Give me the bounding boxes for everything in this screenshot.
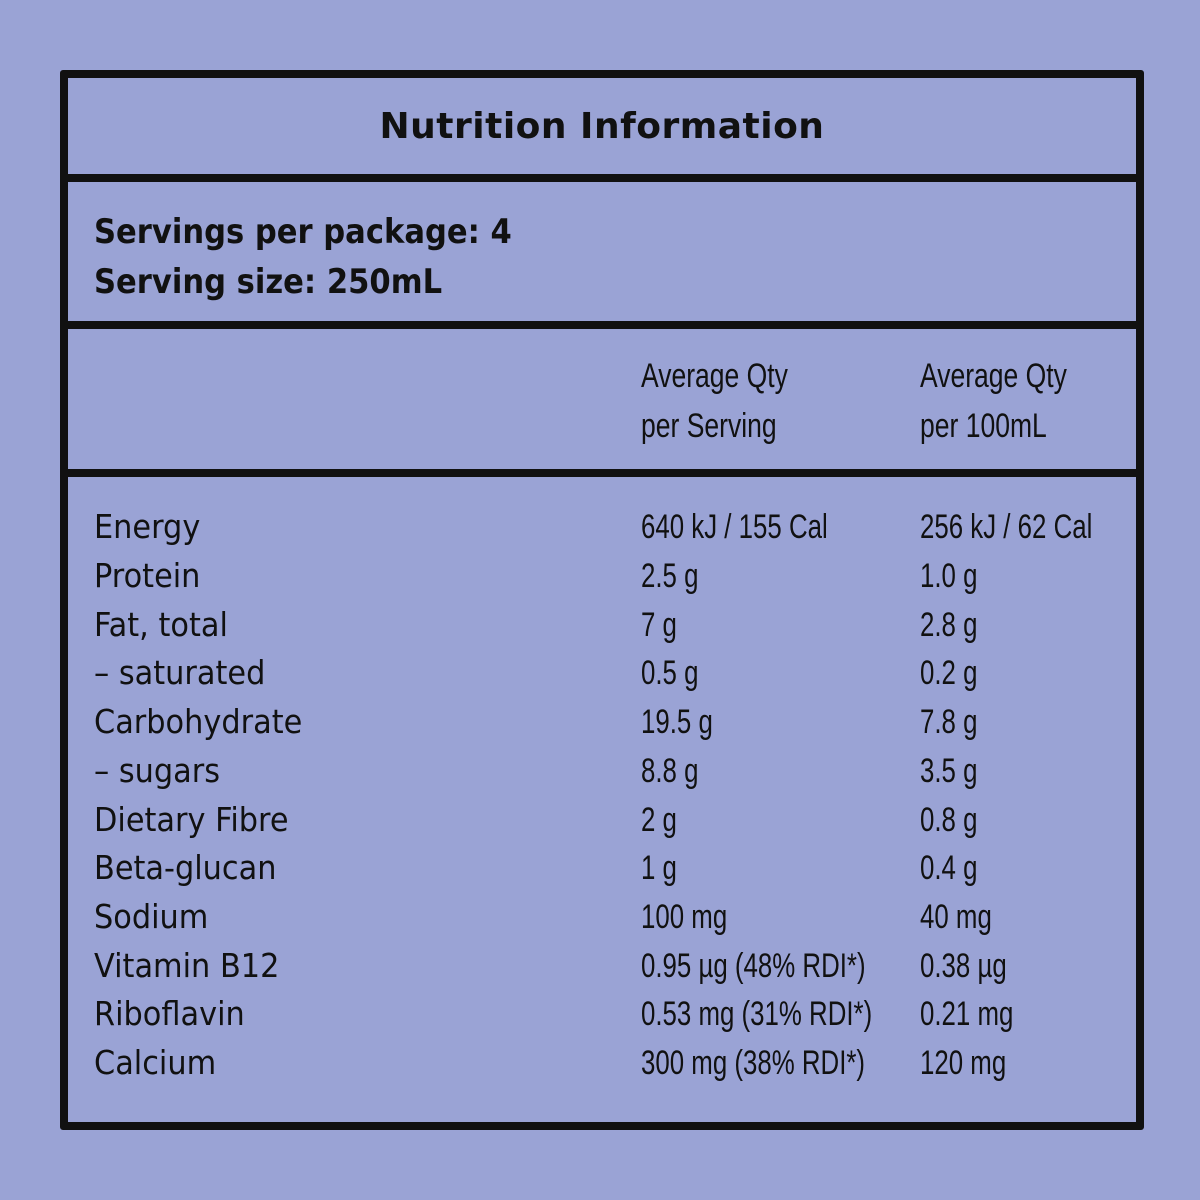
per-serving-value: 300 mg (38% RDI*) — [641, 1044, 866, 1082]
nutrient-label: Calcium — [94, 1043, 217, 1082]
servings-per-package: Servings per package: 4 — [94, 212, 512, 252]
panel-title: Nutrition Information — [379, 106, 825, 147]
per-100ml-value: 0.38 µg — [920, 947, 1007, 985]
per-100ml-value: 1.0 g — [920, 557, 978, 595]
per-100ml-value: 0.21 mg — [920, 995, 1014, 1033]
per-serving-value: 2.5 g — [641, 557, 699, 595]
per-serving-value: 100 mg — [641, 898, 728, 936]
table-row: Dietary Fibre 2 g 0.8 g — [68, 796, 1136, 844]
serving-size: Serving size: 250mL — [94, 262, 443, 302]
nutrient-table: Energy 640 kJ / 155 Cal 256 kJ / 62 Cal … — [68, 477, 1136, 1122]
per-100ml-value: 0.2 g — [920, 654, 978, 692]
per-serving-value: 7 g — [641, 606, 677, 644]
table-row: – saturated 0.5 g 0.2 g — [68, 649, 1136, 697]
per-serving-value: 0.5 g — [641, 654, 699, 692]
servings-section: Servings per package: 4 Serving size: 25… — [68, 182, 1136, 329]
per-100ml-header-line2: per 100mL — [920, 407, 1047, 445]
per-100ml-value: 2.8 g — [920, 606, 978, 644]
nutrient-label: Sodium — [94, 897, 209, 936]
nutrition-panel: Nutrition Information Servings per packa… — [60, 70, 1144, 1130]
nutrient-label: Protein — [94, 556, 201, 595]
per-serving-value: 640 kJ / 155 Cal — [641, 508, 828, 546]
per-100ml-value: 40 mg — [920, 898, 992, 936]
table-row: – sugars 8.8 g 3.5 g — [68, 747, 1136, 795]
per-100ml-value: 3.5 g — [920, 752, 978, 790]
nutrient-label: Fat, total — [94, 605, 228, 644]
per-serving-header: Average Qty per Serving — [641, 351, 788, 451]
per-serving-value: 19.5 g — [641, 703, 713, 741]
title-section: Nutrition Information — [68, 78, 1136, 182]
per-serving-value: 8.8 g — [641, 752, 699, 790]
nutrient-label: Vitamin B12 — [94, 946, 280, 985]
column-header-section: Average Qty per Serving Average Qty per … — [68, 329, 1136, 477]
table-row: Riboflavin 0.53 mg (31% RDI*) 0.21 mg — [68, 990, 1136, 1038]
table-row: Fat, total 7 g 2.8 g — [68, 601, 1136, 649]
nutrient-label: Energy — [94, 507, 201, 546]
per-100ml-value: 120 mg — [920, 1044, 1007, 1082]
nutrient-label: Beta-glucan — [94, 848, 277, 887]
per-serving-value: 2 g — [641, 801, 677, 839]
per-serving-header-line2: per Serving — [641, 407, 777, 445]
table-row: Calcium 300 mg (38% RDI*) 120 mg — [68, 1039, 1136, 1087]
per-serving-value: 0.95 µg (48% RDI*) — [641, 947, 866, 985]
per-serving-value: 1 g — [641, 849, 677, 887]
table-row: Beta-glucan 1 g 0.4 g — [68, 844, 1136, 892]
per-100ml-header: Average Qty per 100mL — [920, 351, 1067, 451]
table-row: Protein 2.5 g 1.0 g — [68, 552, 1136, 600]
per-100ml-value: 7.8 g — [920, 703, 978, 741]
nutrient-label: Carbohydrate — [94, 702, 303, 741]
nutrient-label: – saturated — [94, 653, 266, 692]
per-100ml-header-line1: Average Qty — [920, 357, 1067, 395]
per-100ml-value: 0.4 g — [920, 849, 978, 887]
table-row: Energy 640 kJ / 155 Cal 256 kJ / 62 Cal — [68, 503, 1136, 551]
table-row: Vitamin B12 0.95 µg (48% RDI*) 0.38 µg — [68, 942, 1136, 990]
table-row: Sodium 100 mg 40 mg — [68, 893, 1136, 941]
nutrient-label: Riboflavin — [94, 994, 245, 1033]
per-serving-header-line1: Average Qty — [641, 357, 788, 395]
per-serving-value: 0.53 mg (31% RDI*) — [641, 995, 873, 1033]
nutrient-label: Dietary Fibre — [94, 800, 289, 839]
per-100ml-value: 0.8 g — [920, 801, 978, 839]
nutrient-label: – sugars — [94, 751, 221, 790]
per-100ml-value: 256 kJ / 62 Cal — [920, 508, 1093, 546]
table-row: Carbohydrate 19.5 g 7.8 g — [68, 698, 1136, 746]
